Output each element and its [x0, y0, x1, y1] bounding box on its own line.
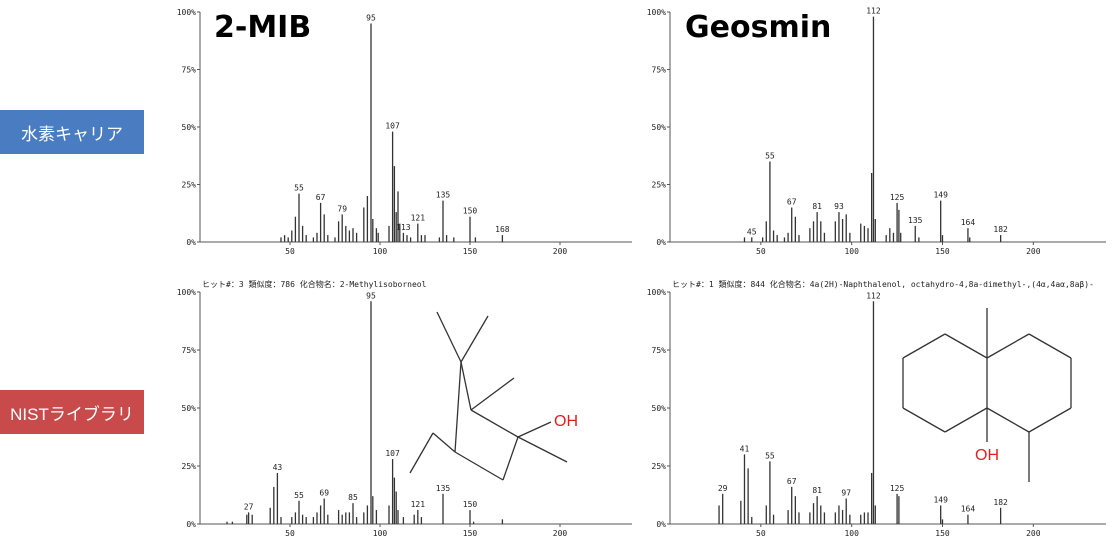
y-tick-label: 50%: [182, 404, 197, 413]
y-tick-label: 50%: [182, 123, 197, 132]
peak-label: 125: [890, 193, 905, 202]
geosmin-title: Geosmin: [685, 10, 832, 45]
peak-label: 135: [436, 191, 451, 200]
peak-label: 150: [463, 500, 478, 509]
peak-label: 107: [385, 449, 400, 458]
peak-label: 69: [319, 488, 329, 497]
peak-label: 112: [866, 7, 881, 16]
mib-structure-diagram: [409, 311, 568, 481]
peak-label: 135: [908, 216, 923, 225]
peak-label: 55: [294, 491, 304, 500]
y-tick-label: 50%: [652, 123, 667, 132]
library-hit-header: ヒット#：1 類似度：844 化合物名：4a(2H)-Naphthalenol,…: [672, 279, 1094, 289]
library-hit-header: ヒット#：3 類似度：786 化合物名：2-Methylisoborneol: [202, 279, 427, 289]
peak-label: 55: [294, 184, 304, 193]
geosmin-structure-diagram: [902, 308, 1072, 482]
x-tick-label: 100: [373, 247, 388, 256]
mib-title: 2-MIB: [214, 10, 312, 45]
x-tick-label: 150: [463, 529, 478, 538]
y-tick-label: 100%: [177, 288, 196, 297]
peak-label: 121: [411, 214, 426, 223]
x-tick-label: 50: [285, 247, 295, 256]
nist-library-label: NISTライブラリ: [0, 390, 144, 434]
y-tick-label: 75%: [652, 346, 667, 355]
x-tick-label: 50: [756, 247, 766, 256]
y-tick-label: 0%: [186, 520, 196, 529]
peak-label: 67: [316, 193, 326, 202]
y-tick-label: 50%: [652, 404, 667, 413]
y-tick-label: 25%: [652, 181, 667, 190]
y-tick-label: 75%: [652, 66, 667, 75]
x-tick-label: 150: [463, 247, 478, 256]
y-tick-label: 25%: [182, 181, 197, 190]
peak-label: 112: [866, 291, 881, 300]
y-tick-label: 75%: [182, 346, 197, 355]
x-tick-label: 100: [844, 529, 859, 538]
x-tick-label: 50: [285, 529, 295, 538]
mib-hydrogen-spectrum: 0% 25% 50% 75% 100% 50 100 150 200 55 67 79 95 107 113…: [177, 8, 632, 256]
peak-label: 79: [337, 204, 347, 213]
peak-label: 107: [385, 122, 400, 131]
peak-label: 164: [961, 218, 976, 227]
mib-nist-spectrum: 0% 25% 50% 75% 100% 50 100 150 200 27 43 55 69 85 95 10…: [177, 279, 632, 538]
x-tick-label: 100: [373, 529, 388, 538]
peak-label: 43: [273, 463, 283, 472]
peak-label: 81: [812, 202, 822, 211]
peak-label: 29: [718, 484, 728, 493]
peak-label: 125: [890, 484, 905, 493]
x-tick-label: 200: [553, 247, 568, 256]
geosmin-hydrogen-spectrum: 0% 25% 50% 75% 100% 50 100 150 200 45 55 67 81 93 112 1…: [647, 7, 1106, 256]
y-tick-label: 25%: [652, 462, 667, 471]
x-tick-label: 150: [935, 529, 950, 538]
y-tick-label: 100%: [647, 288, 666, 297]
peak-label: 97: [841, 488, 851, 497]
peak-label: 55: [765, 451, 775, 460]
y-tick-label: 0%: [656, 238, 666, 247]
peak-label: 41: [740, 444, 750, 453]
x-tick-label: 50: [756, 529, 766, 538]
peak-label: 27: [244, 502, 254, 511]
mib-oh-label: OH: [554, 413, 578, 430]
hydrogen-carrier-label: 水素キャリア: [0, 110, 144, 154]
peak-label: 121: [411, 500, 426, 509]
peak-label: 81: [812, 486, 822, 495]
peak-label: 85: [348, 493, 358, 502]
peak-label: 149: [933, 495, 948, 504]
peak-label: 95: [366, 14, 376, 23]
geosmin-nist-spectrum: 0% 25% 50% 75% 100% 50 100 150 200 29 41 55 67 81 97 11…: [647, 279, 1106, 538]
y-tick-label: 100%: [647, 8, 666, 17]
y-tick-label: 25%: [182, 462, 197, 471]
peak-label: 55: [765, 152, 775, 161]
peak-label: 45: [747, 227, 757, 236]
peak-label: 93: [834, 202, 844, 211]
peak-label: 113: [396, 223, 411, 232]
peak-label: 182: [993, 225, 1008, 234]
peak-label: 164: [961, 505, 976, 514]
x-tick-label: 200: [553, 529, 568, 538]
y-tick-label: 0%: [656, 520, 666, 529]
peak-label: 168: [495, 225, 510, 234]
peak-label: 149: [933, 191, 948, 200]
peak-label: 95: [366, 291, 376, 300]
peak-label: 67: [787, 477, 797, 486]
peak-label: 67: [787, 198, 797, 207]
x-tick-label: 150: [935, 247, 950, 256]
x-tick-label: 200: [1026, 529, 1041, 538]
peak-label: 150: [463, 207, 478, 216]
peak-label: 182: [993, 498, 1008, 507]
x-tick-label: 200: [1026, 247, 1041, 256]
geosmin-oh-label: OH: [975, 447, 999, 464]
x-tick-label: 100: [844, 247, 859, 256]
y-tick-label: 75%: [182, 66, 197, 75]
peak-label: 135: [436, 484, 451, 493]
y-tick-label: 0%: [186, 238, 196, 247]
y-tick-label: 100%: [177, 8, 196, 17]
